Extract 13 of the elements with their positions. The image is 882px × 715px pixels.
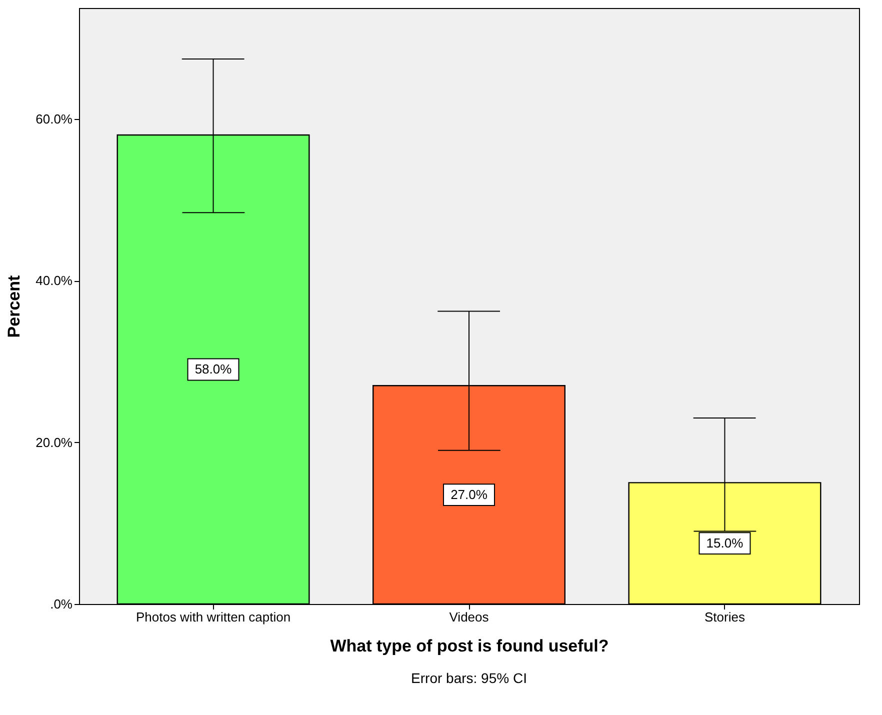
- data-label: 58.0%: [194, 361, 232, 376]
- x-tick-label: Videos: [449, 610, 490, 624]
- y-tick-label: 20.0%: [36, 434, 73, 450]
- y-tick-label: .0%: [50, 596, 73, 612]
- y-axis-title: Percent: [4, 274, 24, 338]
- text: Error bars: 95% CI: [411, 670, 527, 686]
- x-tick-label: Photos with written caption: [136, 610, 291, 624]
- x-tick-label: Stories: [704, 610, 746, 624]
- data-label: 15.0%: [706, 535, 744, 550]
- y-tick-label: 40.0%: [36, 273, 73, 288]
- x-axis-title: What type of post is found useful?: [330, 636, 609, 656]
- data-label: 27.0%: [450, 486, 488, 502]
- y-tick-label: 60.0%: [36, 111, 73, 126]
